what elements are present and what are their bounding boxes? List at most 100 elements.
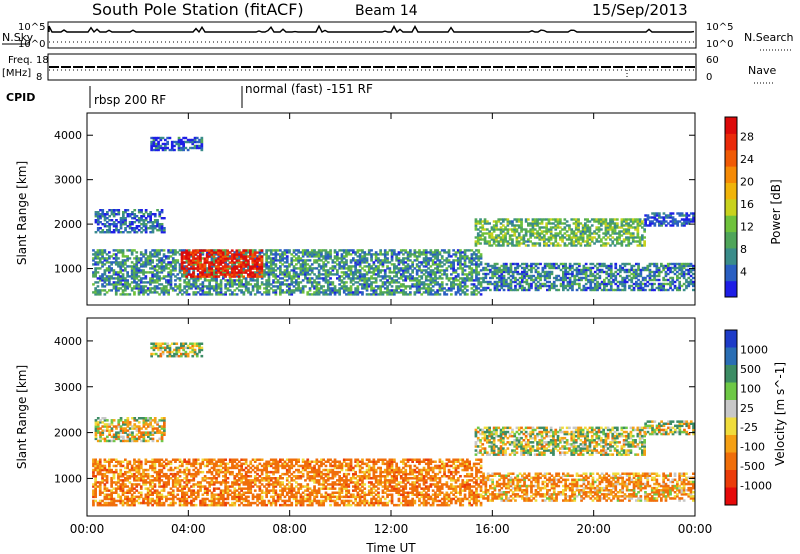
- power-echo-cell: [643, 242, 646, 245]
- power-echo-cell: [481, 228, 485, 231]
- power-echo-cell: [121, 273, 125, 276]
- velocity-echo-cell: [92, 491, 95, 494]
- power-echo-cell: [224, 267, 227, 270]
- power-echo-cell: [502, 280, 506, 284]
- power-echo-cell: [114, 263, 118, 266]
- power-echo-cell: [137, 271, 141, 274]
- power-echo-cell: [530, 268, 533, 272]
- power-echo-cell: [354, 293, 357, 296]
- power-echo-cell: [324, 277, 328, 280]
- power-echo-cell: [301, 291, 305, 294]
- power-echo-cell: [676, 262, 679, 266]
- power-echo-cell: [445, 277, 449, 280]
- power-echo-cell: [578, 276, 581, 280]
- power-echo-cell: [584, 224, 587, 227]
- power-echo-cell: [415, 263, 419, 266]
- power-echo-cell: [187, 269, 191, 272]
- power-echo-cell: [612, 272, 615, 276]
- power-echo-cell: [648, 288, 652, 292]
- power-echo-cell: [424, 257, 428, 260]
- power-echo-cell: [219, 273, 223, 276]
- power-echo-cell: [605, 270, 608, 274]
- power-echo-cell: [244, 279, 248, 282]
- power-echo-cell: [342, 289, 346, 292]
- velocity-echo-cell: [94, 493, 97, 496]
- power-echo-cell: [372, 253, 376, 256]
- power-echo-cell: [210, 257, 214, 260]
- power-echo-cell: [121, 275, 125, 278]
- power-echo-cell: [226, 269, 229, 272]
- power-echo-cell: [365, 253, 369, 256]
- power-echo-cell: [108, 225, 111, 228]
- power-echo-cell: [162, 289, 166, 292]
- power-echo-cell: [267, 293, 271, 296]
- power-echo-cell: [322, 291, 325, 294]
- power-echo-cell: [144, 261, 148, 264]
- velocity-echo-cell: [126, 466, 129, 470]
- power-echo-cell: [555, 266, 558, 270]
- power-echo-cell: [635, 270, 638, 274]
- power-echo-cell: [205, 253, 209, 256]
- power-echo-cell: [565, 220, 569, 223]
- power-echo-cell: [431, 279, 435, 282]
- power-echo-cell: [310, 263, 314, 266]
- power-echo-cell: [281, 289, 284, 292]
- power-echo-cell: [557, 274, 561, 278]
- power-echo-cell: [508, 234, 512, 237]
- power-echo-cell: [530, 262, 533, 266]
- power-echo-cell: [163, 229, 166, 232]
- power-echo-cell: [180, 251, 184, 254]
- power-echo-cell: [94, 213, 98, 216]
- power-echo-cell: [306, 249, 310, 252]
- power-echo-cell: [224, 255, 227, 258]
- power-echo-cell: [543, 284, 547, 288]
- power-colorbar-segment: [725, 182, 737, 200]
- power-echo-cell: [233, 293, 237, 296]
- power-echo-cell: [283, 261, 287, 264]
- power-echo-cell: [247, 249, 250, 252]
- power-echo-cell: [238, 289, 241, 292]
- power-echo-cell: [246, 275, 250, 278]
- power-echo-cell: [488, 240, 491, 243]
- power-echo-cell: [413, 267, 417, 270]
- power-echo-cell: [517, 218, 521, 221]
- power-echo-cell: [470, 283, 474, 286]
- power-echo-cell: [497, 236, 501, 239]
- power-echo-cell: [545, 244, 548, 247]
- power-echo-cell: [517, 220, 521, 223]
- power-echo-cell: [267, 257, 271, 260]
- power-echo-cell: [554, 218, 558, 221]
- power-echo-cell: [434, 291, 437, 294]
- velocity-echo-cell: [124, 483, 127, 486]
- power-echo-cell: [98, 257, 102, 260]
- power-echo-cell: [324, 271, 328, 274]
- power-echo-cell: [431, 251, 435, 254]
- velocity-echo-cell: [105, 497, 109, 501]
- power-echo-cell: [578, 284, 581, 288]
- power-echo-cell: [499, 230, 503, 233]
- velocity-echo-cell: [110, 483, 113, 486]
- power-echo-cell: [383, 275, 387, 278]
- power-echo-cell: [559, 222, 562, 225]
- power-echo-cell: [641, 222, 644, 225]
- power-echo-cell: [459, 285, 462, 288]
- power-echo-cell: [201, 271, 204, 274]
- power-echo-cell: [146, 287, 150, 290]
- power-echo-cell: [521, 270, 524, 274]
- power-echo-cell: [588, 244, 592, 247]
- power-echo-cell: [194, 279, 198, 282]
- power-echo-cell: [504, 232, 507, 235]
- power-echo-cell: [281, 253, 284, 256]
- power-echo-cell: [571, 274, 574, 278]
- velocity-echo-cell: [103, 501, 107, 505]
- power-echo-cell: [274, 265, 278, 268]
- power-echo-cell: [395, 259, 398, 262]
- power-echo-cell: [393, 265, 396, 268]
- power-echo-cell: [399, 269, 403, 272]
- power-echo-cell: [128, 213, 132, 216]
- power-echo-cell: [126, 249, 129, 252]
- power-echo-cell: [352, 275, 355, 278]
- power-echo-cell: [370, 255, 373, 258]
- power-echo-cell: [336, 263, 339, 266]
- power-echo-cell: [114, 253, 118, 256]
